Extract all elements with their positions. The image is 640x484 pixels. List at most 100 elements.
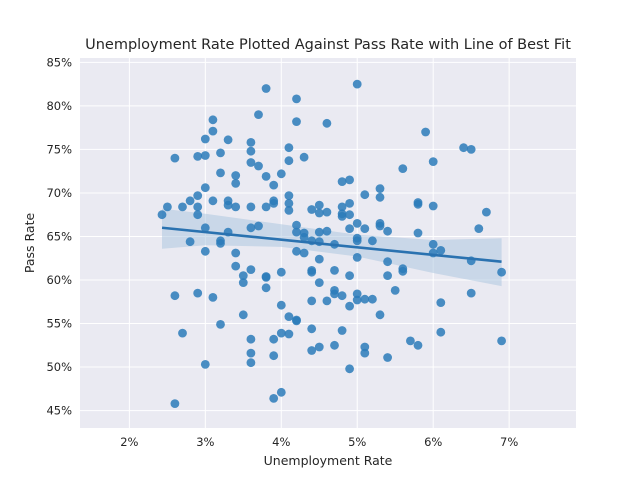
data-point (398, 266, 408, 276)
data-point (216, 320, 225, 329)
data-point (436, 298, 446, 307)
y-tick-label: 80% (46, 99, 72, 113)
data-point (398, 164, 408, 174)
data-point (284, 199, 294, 208)
data-point (466, 288, 476, 298)
data-point (413, 199, 423, 209)
data-point (216, 168, 225, 178)
data-point (246, 146, 256, 156)
data-point (200, 151, 210, 160)
data-point (375, 192, 385, 202)
data-point (330, 289, 339, 299)
y-tick-label: 45% (46, 404, 72, 418)
data-point (246, 223, 256, 233)
x-tick-label: 2% (120, 435, 138, 449)
data-point (246, 348, 256, 358)
data-point (421, 127, 430, 137)
y-tick-label: 75% (46, 142, 72, 156)
data-point (436, 246, 446, 255)
data-point (383, 353, 392, 362)
data-point (276, 169, 286, 179)
data-point (261, 202, 271, 212)
data-point (314, 200, 324, 210)
data-point (322, 226, 332, 236)
data-point (157, 210, 167, 220)
line-of-best-fit (161, 226, 502, 264)
data-point (284, 206, 294, 215)
data-point (322, 207, 332, 217)
data-point (360, 342, 370, 352)
data-point (231, 202, 241, 212)
data-point (337, 177, 347, 187)
data-point (193, 191, 203, 201)
data-point (345, 199, 354, 208)
data-point (345, 271, 354, 280)
data-point (200, 134, 210, 144)
data-point (292, 94, 301, 104)
data-point (246, 358, 256, 368)
data-point (246, 138, 256, 147)
data-point (216, 239, 225, 248)
chart-title: Unemployment Rate Plotted Against Pass R… (85, 37, 571, 53)
data-point (292, 220, 301, 230)
data-point (497, 267, 506, 277)
data-point (368, 236, 377, 246)
data-point (261, 84, 271, 93)
data-point (254, 221, 263, 231)
x-tick-label: 3% (196, 435, 214, 449)
data-point (345, 301, 354, 311)
x-tick-label: 5% (348, 435, 366, 449)
data-point (238, 310, 248, 320)
x-tick-labels: 2% 3% 4% 5% 6% 7% (120, 435, 518, 449)
data-point (261, 172, 271, 181)
data-point (276, 387, 286, 397)
points-layer (157, 79, 506, 408)
data-point (322, 118, 332, 128)
data-point (337, 202, 347, 212)
data-point (428, 239, 438, 249)
data-point (436, 327, 446, 337)
data-point (269, 334, 279, 344)
data-point (299, 232, 309, 242)
data-point (284, 156, 294, 166)
data-point (193, 288, 203, 298)
data-point (200, 183, 210, 193)
data-point (352, 219, 362, 228)
data-point (223, 135, 233, 145)
data-point (284, 143, 294, 153)
data-point (292, 246, 301, 256)
data-point (178, 202, 187, 212)
data-point (223, 200, 233, 210)
data-point (231, 261, 241, 271)
data-point (474, 224, 484, 234)
data-point (383, 226, 392, 236)
data-point (292, 316, 301, 326)
data-point (375, 310, 385, 320)
data-point (314, 227, 324, 237)
data-point (193, 210, 203, 220)
data-point (314, 254, 324, 264)
data-point (170, 291, 180, 301)
data-point (345, 224, 354, 234)
data-point (375, 184, 385, 194)
data-point (413, 228, 423, 238)
y-tick-label: 50% (46, 360, 72, 374)
data-point (193, 152, 203, 161)
data-point (390, 286, 400, 295)
data-point (231, 179, 241, 188)
y-tick-label: 60% (46, 273, 72, 287)
data-point (178, 328, 187, 338)
data-point (337, 326, 347, 335)
data-point (208, 293, 218, 302)
data-point (238, 271, 248, 280)
data-point (428, 157, 438, 167)
data-point (185, 196, 195, 206)
data-point (360, 190, 370, 200)
data-point (345, 210, 354, 220)
data-point (466, 145, 476, 154)
data-point (200, 360, 210, 369)
data-point (360, 294, 370, 304)
data-point (231, 248, 241, 258)
x-tick-label: 6% (424, 435, 442, 449)
